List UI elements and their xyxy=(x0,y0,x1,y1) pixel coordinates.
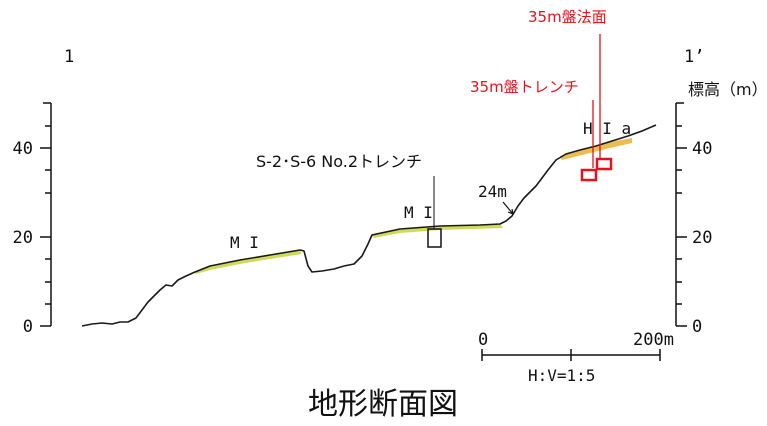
left-tick-20: 20 xyxy=(13,228,33,248)
trench-35m-marker xyxy=(580,168,598,182)
left-tick-0: 0 xyxy=(23,317,33,337)
terrace-left-label: M I xyxy=(230,233,259,252)
terrace-deposit-middle xyxy=(372,224,503,238)
right-tick-40: 40 xyxy=(692,139,712,159)
height-mark-arrow xyxy=(502,201,514,215)
figure-title: 地形断面図 xyxy=(308,387,458,421)
terrace-middle-label: M I xyxy=(404,203,433,222)
trench-35m-label: 35m盤トレンチ xyxy=(470,78,579,96)
right-tick-0: 0 xyxy=(692,317,702,337)
left-elevation-axis xyxy=(40,102,52,327)
terrain-profile-line xyxy=(81,124,657,327)
terrace-right-label: H I a xyxy=(583,119,631,138)
section-end-label: 1’ xyxy=(684,47,704,67)
scale-ratio-label: H:V=1:5 xyxy=(528,366,595,385)
left-tick-40: 40 xyxy=(13,139,33,159)
slope-35m-marker xyxy=(595,157,613,171)
scale-bar xyxy=(481,349,661,361)
terrace-deposit-right xyxy=(560,138,632,160)
slope-35m-label: 35m盤法面 xyxy=(528,8,607,26)
trench-center-label: S-2･S-6 No.2トレンチ xyxy=(256,152,422,171)
elevation-axis-label: 標高（m） xyxy=(688,80,767,99)
trench-center-marker xyxy=(427,228,442,248)
terrace-deposit-left xyxy=(195,250,302,274)
section-start-label: 1 xyxy=(64,47,74,67)
scale-bar-start: 0 xyxy=(478,330,488,350)
right-elevation-axis xyxy=(675,102,687,327)
right-tick-20: 20 xyxy=(692,228,712,248)
height-mark-label: 24m xyxy=(478,182,507,201)
scale-bar-end: 200m xyxy=(633,330,674,350)
